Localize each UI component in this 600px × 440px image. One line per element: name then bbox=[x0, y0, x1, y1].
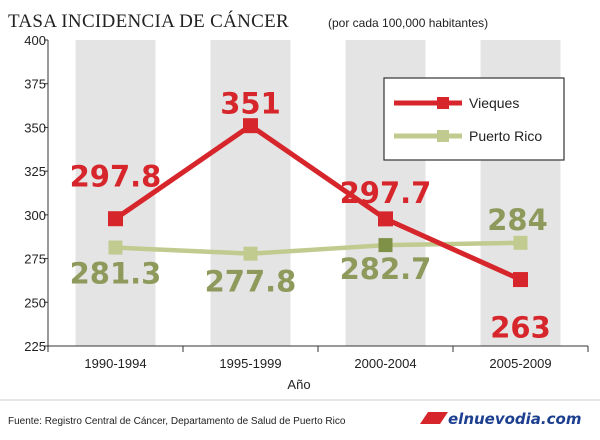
point-vieques-1990-1994 bbox=[108, 211, 123, 227]
point-puerto-rico-1995-1999 bbox=[243, 246, 258, 261]
brand-logo: elnuevodia.com bbox=[420, 410, 581, 428]
point-vieques-1995-1999 bbox=[243, 118, 258, 134]
y-tick-label-275: 275 bbox=[24, 252, 46, 267]
x-tick-label-1990-1994: 1990-1994 bbox=[84, 356, 146, 371]
legend-box bbox=[383, 77, 565, 161]
point-puerto-rico-2000-2004 bbox=[378, 238, 393, 253]
legend-label-vieques: Vieques bbox=[469, 95, 519, 111]
series-line-vieques bbox=[114, 123, 522, 282]
point-puerto-rico-2005-2009 bbox=[513, 235, 528, 250]
y-tick-label-350: 350 bbox=[24, 120, 46, 135]
data-label-puerto-rico-1995-1999: 277.8 bbox=[205, 265, 297, 299]
x-axis: 1990-1994 1995-1999 2000-2004 2005-2009 bbox=[47, 345, 589, 371]
brand-mark-icon bbox=[420, 412, 448, 424]
data-label-puerto-rico-2000-2004: 282.7 bbox=[340, 252, 432, 286]
y-tick-label-400: 400 bbox=[24, 33, 46, 48]
series-layer bbox=[108, 118, 528, 288]
chart-subtitle: (por cada 100,000 habitantes) bbox=[328, 16, 488, 30]
point-vieques-2005-2009 bbox=[513, 272, 528, 288]
x-tick-label-2005-2009: 2005-2009 bbox=[489, 356, 551, 371]
category-band-1990-1994 bbox=[75, 40, 156, 346]
y-tick-label-300: 300 bbox=[24, 208, 46, 223]
y-axis: 225 250 275 300 325 350 375 400 bbox=[24, 33, 49, 354]
data-label-puerto-rico-2005-2009: 284 bbox=[487, 203, 548, 237]
legend-marker-puerto-rico bbox=[437, 130, 449, 142]
data-labels: 297.8 351 297.7 263 281.3 277.8 282.7 284 bbox=[70, 87, 551, 345]
data-label-vieques-2005-2009: 263 bbox=[490, 311, 551, 345]
legend-label-puerto-rico: Puerto Rico bbox=[469, 128, 542, 144]
x-axis-title: Año bbox=[287, 377, 310, 392]
chart-title: TASA INCIDENCIA DE CÁNCER bbox=[8, 10, 289, 32]
point-puerto-rico-1990-1994 bbox=[108, 240, 123, 255]
y-tick-label-375: 375 bbox=[24, 77, 46, 92]
legend: Vieques Puerto Rico bbox=[383, 77, 565, 161]
y-tick-label-225: 225 bbox=[24, 339, 46, 354]
source-note: Fuente: Registro Central de Cáncer, Depa… bbox=[8, 416, 346, 427]
x-tick-label-1995-1999: 1995-1999 bbox=[219, 356, 281, 371]
data-label-puerto-rico-1990-1994: 281.3 bbox=[70, 257, 162, 291]
x-tick-label-2000-2004: 2000-2004 bbox=[354, 356, 416, 371]
brand-name: elnuevodia.com bbox=[448, 410, 581, 428]
y-tick-label-250: 250 bbox=[24, 295, 46, 310]
y-tick-label-325: 325 bbox=[24, 164, 46, 179]
data-label-vieques-2000-2004: 297.7 bbox=[340, 176, 432, 210]
data-label-vieques-1990-1994: 297.8 bbox=[70, 160, 162, 194]
point-vieques-2000-2004 bbox=[378, 211, 393, 227]
data-label-vieques-1995-1999: 351 bbox=[220, 87, 281, 121]
series-line-puerto-rico bbox=[115, 240, 521, 256]
legend-marker-vieques bbox=[437, 97, 449, 109]
category-band-1995-1999 bbox=[210, 40, 291, 346]
